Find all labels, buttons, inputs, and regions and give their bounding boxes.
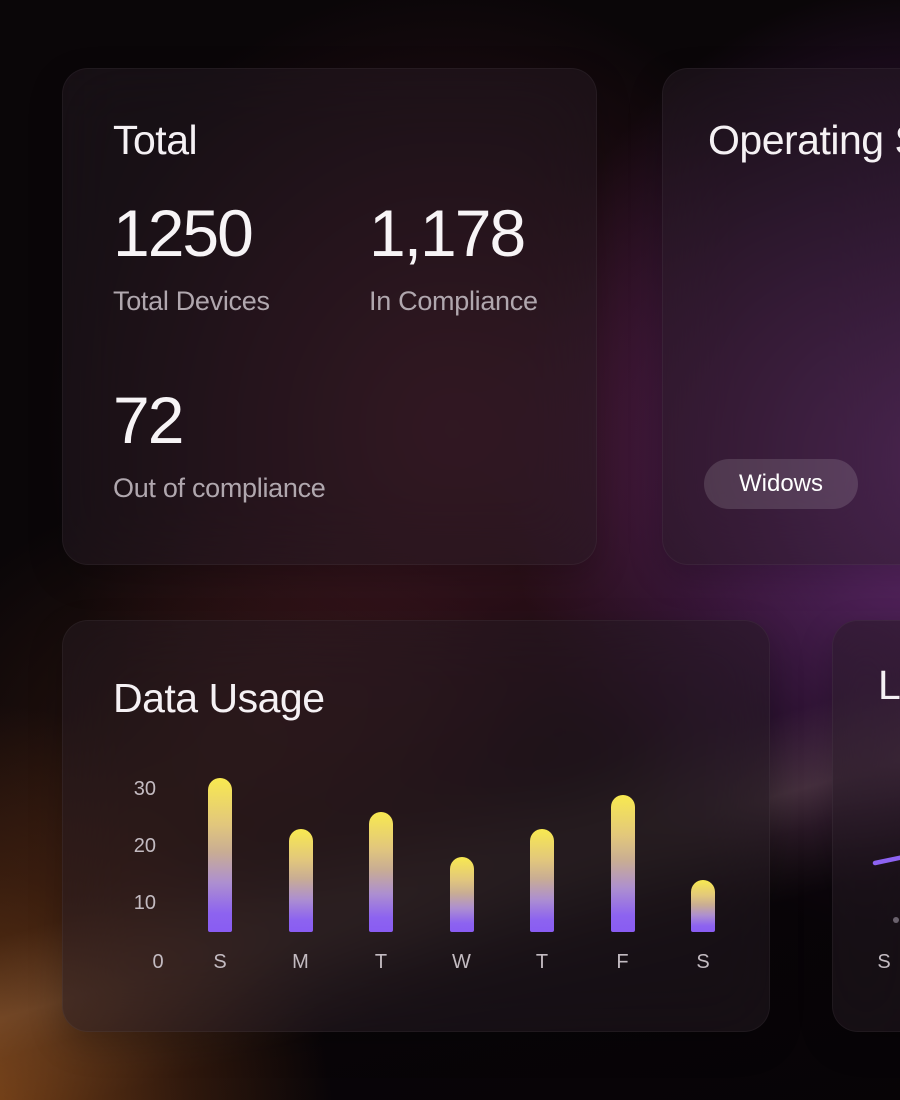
card-title-operating-system: Operating S (708, 117, 900, 163)
bar[interactable] (530, 829, 554, 932)
metric-value-out-of-compliance: 72 (113, 383, 184, 457)
bar[interactable] (369, 812, 393, 932)
bar[interactable] (610, 795, 635, 932)
line-chart-fragment (872, 855, 900, 866)
x-axis-label-partial: S (877, 951, 891, 973)
card-partial-right: La S (832, 620, 900, 1032)
x-axis-label: S (696, 951, 710, 973)
badge-widows-label: Widows (738, 470, 823, 497)
bar[interactable] (449, 857, 474, 932)
metric-label-out-of-compliance: Out of compliance (113, 473, 326, 503)
metric-in-compliance: 1,178 In Compliance (369, 200, 538, 315)
metric-total-devices: 1250 Total Devices (113, 200, 270, 315)
metric-label-in-compliance: In Compliance (369, 286, 538, 316)
x-axis-label: F (616, 951, 629, 973)
x-axis-label: S (213, 951, 227, 973)
y-axis-tick-label: 30 (133, 778, 156, 800)
x-axis-label: T (535, 951, 549, 973)
metric-out-of-compliance: 72 Out of compliance (113, 387, 326, 502)
card-total: Total 1250 Total Devices 1,178 In Compli… (62, 68, 597, 565)
x-axis-origin-label: 0 (152, 951, 164, 973)
y-axis-tick-label: 20 (133, 835, 156, 857)
card-data-usage: Data Usage 30 20 10 0 S M T W T F S (62, 620, 770, 1032)
y-axis-tick-label: 10 (133, 892, 156, 914)
metric-value-total-devices: 1250 (113, 196, 254, 270)
card-title-partial: La (878, 662, 900, 708)
x-axis-label: T (374, 951, 388, 973)
metric-value-in-compliance: 1,178 (369, 196, 526, 270)
card-title-total: Total (113, 117, 198, 163)
bar[interactable] (691, 880, 715, 932)
x-axis-label: M (292, 951, 309, 973)
card-title-data-usage: Data Usage (113, 675, 325, 721)
x-axis-label: W (452, 951, 471, 973)
metric-label-total-devices: Total Devices (113, 286, 270, 316)
bar[interactable] (208, 778, 232, 932)
bar[interactable] (288, 829, 313, 932)
chart-point-dot (893, 917, 899, 923)
badge-widows[interactable]: Widows (704, 459, 858, 509)
bar-chart: 30 20 10 0 S M T W T F S (63, 621, 769, 1031)
card-operating-system: Operating S Widows (662, 68, 900, 565)
